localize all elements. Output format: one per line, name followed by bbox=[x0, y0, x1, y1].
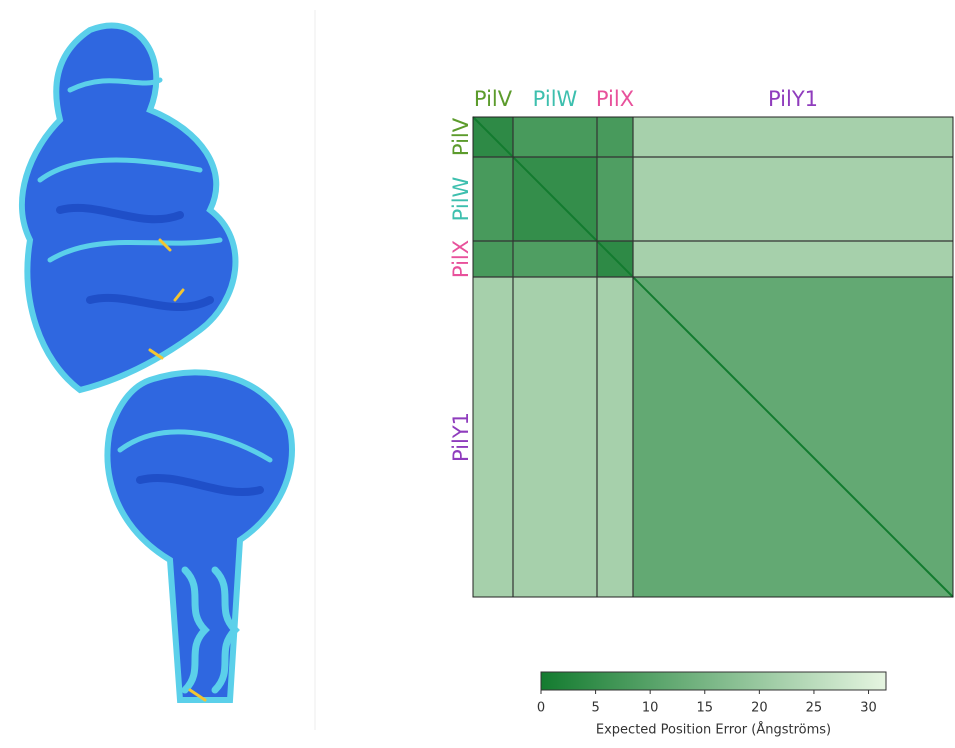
heatmap-cell bbox=[473, 277, 513, 597]
heatmap-cell bbox=[597, 277, 633, 597]
heatmap-cell bbox=[633, 117, 953, 157]
colorbar bbox=[541, 672, 886, 690]
colorbar-tick-label: 15 bbox=[696, 701, 713, 716]
page: PilVPilV PilW PilW PilX PilX PilY1 PilY1 0 5 10 15… bbox=[0, 0, 955, 748]
colorbar-tick-label: 5 bbox=[591, 701, 599, 716]
heatmap-cell bbox=[513, 241, 597, 277]
protein-structure bbox=[22, 25, 292, 700]
colorbar-tick-label: 25 bbox=[806, 701, 823, 716]
left-label: PilV bbox=[449, 117, 473, 156]
top-label: PilY1 bbox=[768, 87, 818, 111]
heatmap-cell bbox=[597, 157, 633, 241]
left-label: PilW bbox=[449, 176, 473, 221]
heatmap-cell bbox=[513, 277, 597, 597]
colorbar-tick-label: 20 bbox=[751, 701, 768, 716]
heatmap-cell bbox=[513, 117, 597, 157]
top-label: PilV bbox=[474, 87, 513, 111]
heatmap-cell bbox=[633, 241, 953, 277]
heatmap-cell bbox=[473, 241, 513, 277]
colorbar-label: Expected Position Error (Ångströms) bbox=[596, 722, 831, 738]
top-label: PilX bbox=[596, 87, 634, 111]
figure: PilVPilV PilW PilW PilX PilX PilY1 PilY1 0 5 10 15… bbox=[0, 0, 955, 744]
left-label: PilX bbox=[449, 240, 473, 278]
heatmap-cell bbox=[633, 157, 953, 241]
heatmap-cell bbox=[597, 117, 633, 157]
colorbar-tick-label: 0 bbox=[537, 701, 545, 716]
top-label: PilW bbox=[533, 87, 578, 111]
colorbar-tick-label: 30 bbox=[860, 701, 877, 716]
left-label: PilY1 bbox=[449, 412, 473, 462]
colorbar-tick-label: 10 bbox=[642, 701, 659, 716]
heatmap-cell bbox=[473, 157, 513, 241]
